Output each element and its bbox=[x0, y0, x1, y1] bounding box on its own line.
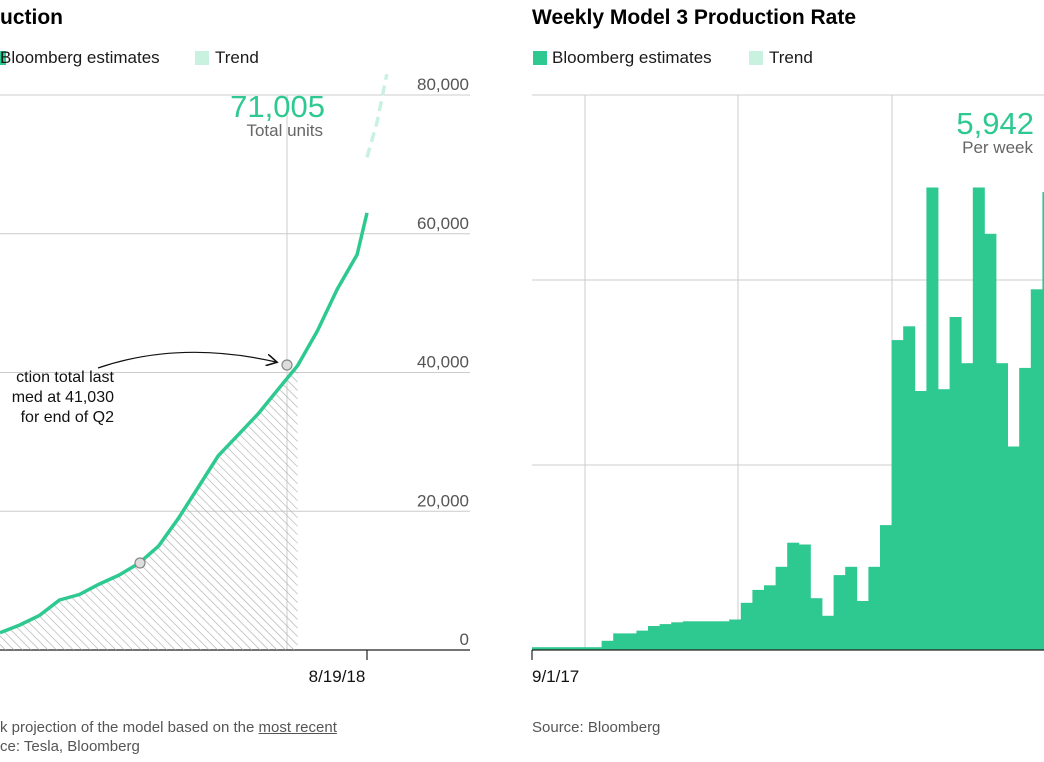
bar bbox=[706, 621, 718, 650]
bar bbox=[822, 615, 834, 650]
annotation-line-2: med at 41,030 bbox=[12, 389, 114, 406]
bar bbox=[891, 340, 904, 650]
annotation-arrow bbox=[97, 351, 276, 369]
left-trend-line bbox=[365, 73, 389, 158]
bar bbox=[856, 601, 869, 650]
bar bbox=[868, 566, 881, 651]
right-big-caption: Per week bbox=[962, 138, 1033, 157]
bar bbox=[798, 544, 811, 650]
bar bbox=[764, 585, 776, 651]
bar bbox=[1007, 446, 1020, 650]
left-y-tick-label: 40,000 bbox=[417, 353, 469, 372]
right-legend-estimates-swatch bbox=[533, 51, 547, 65]
left-y-tick-label: 20,000 bbox=[417, 491, 469, 510]
bar bbox=[717, 621, 730, 650]
left-y-tick-label: 80,000 bbox=[417, 75, 469, 94]
right-legend-estimates-label: Bloomberg estimates bbox=[552, 48, 712, 67]
left-y-tick-label: 0 bbox=[460, 630, 469, 649]
annotation-line-1: ction total last bbox=[16, 369, 114, 386]
bar bbox=[659, 624, 672, 650]
left-footnote-line-2: ce: Tesla, Bloomberg bbox=[0, 738, 140, 755]
bar bbox=[1019, 367, 1032, 650]
bar bbox=[578, 647, 591, 650]
right-legend-trend-swatch bbox=[749, 51, 763, 65]
bar bbox=[914, 391, 927, 650]
left-q2-point bbox=[281, 359, 293, 371]
left-legend-trend-label: Trend bbox=[215, 48, 259, 67]
right-x-tick-label: 9/1/17 bbox=[532, 667, 579, 686]
left-chart-title: uction bbox=[0, 6, 63, 29]
bar bbox=[1030, 289, 1043, 651]
charts-canvas: 0 20,000 40,000 60,000 80,000 71,005 Total u… bbox=[0, 73, 1044, 686]
left-big-caption: Total units bbox=[246, 121, 323, 140]
bar bbox=[729, 619, 742, 650]
bar bbox=[694, 621, 707, 650]
bar bbox=[775, 566, 788, 651]
left-y-tick-label: 60,000 bbox=[417, 214, 469, 233]
right-legend-trend-label: Trend bbox=[769, 48, 813, 67]
bar bbox=[543, 647, 556, 650]
bar bbox=[880, 525, 892, 650]
bar bbox=[566, 647, 579, 650]
left-actual-area bbox=[0, 365, 298, 650]
bar bbox=[671, 622, 684, 651]
bar bbox=[903, 326, 916, 651]
left-estimates-line bbox=[0, 212, 369, 635]
bar bbox=[949, 317, 962, 650]
bar bbox=[926, 187, 939, 650]
left-big-value: 71,005 bbox=[230, 89, 325, 124]
right-source: Source: Bloomberg bbox=[532, 719, 661, 736]
left-x-tick-label: 8/19/18 bbox=[309, 667, 366, 686]
right-big-value: 5,942 bbox=[956, 106, 1034, 141]
left-legend-estimates-swatch bbox=[0, 51, 6, 65]
bar bbox=[833, 575, 846, 650]
bar bbox=[682, 621, 695, 650]
most-recent-link[interactable]: most recent bbox=[258, 719, 337, 736]
left-footnote-text: k projection of the model based on the bbox=[0, 719, 259, 736]
bar bbox=[740, 602, 753, 650]
bar bbox=[752, 589, 765, 650]
bar bbox=[972, 187, 985, 650]
left-marker-point bbox=[134, 557, 146, 569]
bar bbox=[555, 647, 568, 650]
bar bbox=[845, 566, 858, 651]
bar bbox=[1042, 192, 1044, 650]
left-footnote-line-1: k projection of the model based on the m… bbox=[0, 719, 337, 736]
bar bbox=[938, 389, 950, 650]
bar bbox=[996, 363, 1008, 650]
bar bbox=[613, 633, 626, 650]
bar bbox=[961, 363, 974, 650]
bar bbox=[984, 233, 997, 651]
bar bbox=[636, 630, 649, 650]
right-bars bbox=[532, 187, 1044, 651]
bar bbox=[532, 647, 544, 650]
bar bbox=[590, 647, 602, 650]
left-y-tick-labels: 0 20,000 40,000 60,000 80,000 bbox=[417, 75, 469, 649]
left-legend-trend-swatch bbox=[195, 51, 209, 65]
bar bbox=[624, 633, 637, 650]
bar bbox=[601, 640, 614, 651]
right-chart-title: Weekly Model 3 Production Rate bbox=[532, 6, 857, 29]
left-legend-estimates-label: Bloomberg estimates bbox=[0, 48, 160, 67]
bar bbox=[810, 598, 823, 650]
bar bbox=[787, 542, 800, 650]
bar bbox=[648, 626, 660, 650]
annotation-line-3: for end of Q2 bbox=[21, 409, 114, 426]
